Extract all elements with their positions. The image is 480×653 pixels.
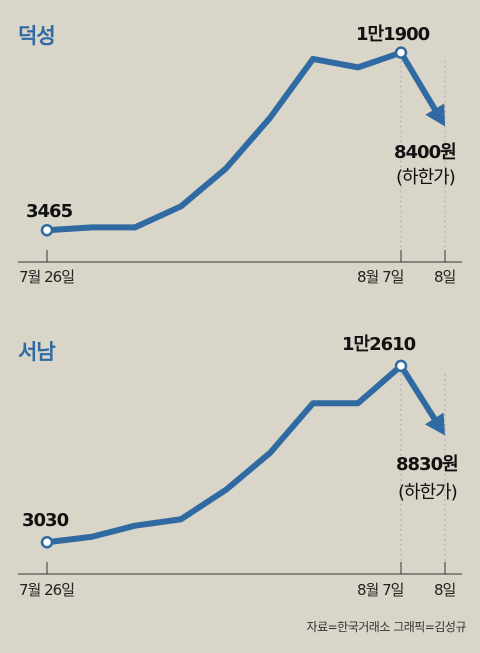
x-tick-aug7-1: 8월 7일 <box>357 268 404 286</box>
peak-point-marker <box>394 46 408 59</box>
end-value-label-2: 8830원 <box>396 454 459 475</box>
series-line <box>44 49 404 234</box>
start-value-label-1: 3465 <box>26 201 73 222</box>
peak-value-label-2: 1만2610 <box>342 334 416 355</box>
arrow-head <box>425 103 445 127</box>
x-tick-aug8-1: 8일 <box>434 268 456 286</box>
end-note-label-1: (하한가) <box>396 167 456 188</box>
start-value-label-2: 3030 <box>22 510 69 531</box>
start-point-marker <box>40 535 54 549</box>
drop-line <box>398 49 438 113</box>
arrow-head <box>425 412 445 436</box>
x-tick-start-1: 7월 26일 <box>19 268 75 286</box>
end-value-label-1: 8400원 <box>394 142 457 163</box>
stock-name-2: 서남 <box>18 340 56 364</box>
series-line <box>44 362 404 546</box>
x-tick-aug7-2: 8월 7일 <box>357 581 404 599</box>
chart-panel-1: 덕성 3465 1만1900 8400원 (하한가) 7월 26일 8월 7일 … <box>0 0 480 320</box>
drop-line <box>398 362 438 422</box>
end-note-label-2: (하한가) <box>398 482 458 503</box>
x-tick-aug8-2: 8일 <box>434 581 456 599</box>
peak-value-label-1: 1만1900 <box>356 24 430 45</box>
source-credit: 자료=한국거래소 그래픽=김성규 <box>306 620 467 634</box>
x-tick-start-2: 7월 26일 <box>19 581 75 599</box>
peak-point-marker <box>394 359 408 373</box>
stock-name-1: 덕성 <box>18 24 56 48</box>
line-chart-1 <box>18 46 462 263</box>
start-point-marker <box>40 223 54 237</box>
